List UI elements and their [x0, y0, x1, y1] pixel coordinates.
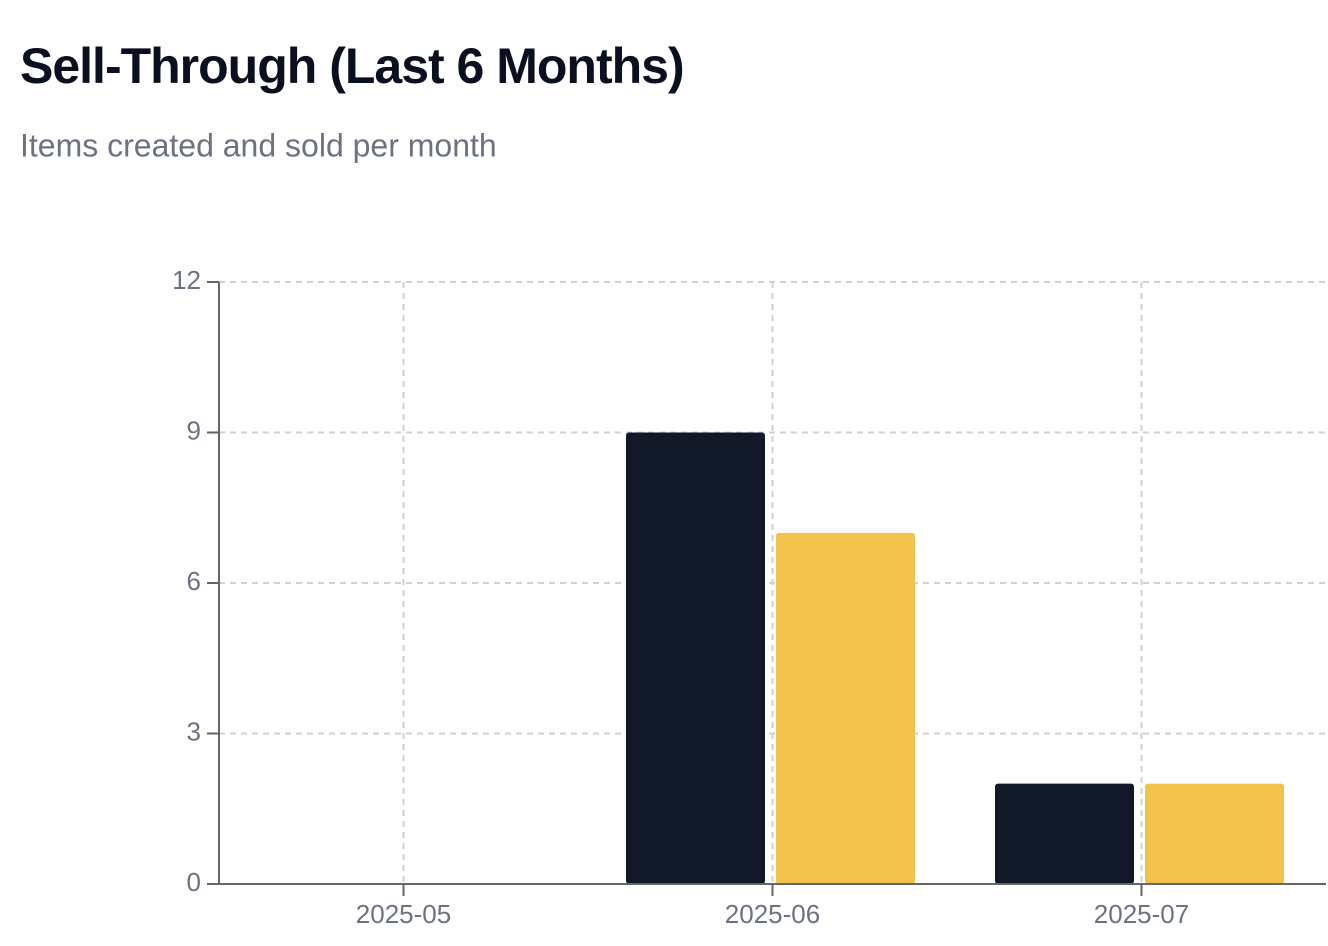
y-tick-label: 9 [187, 415, 201, 445]
chart-title: Sell-Through (Last 6 Months) [20, 38, 684, 94]
x-tick-label: 2025-07 [1094, 899, 1189, 929]
bar [626, 432, 765, 884]
x-tick-label: 2025-05 [356, 899, 451, 929]
chart-subtitle: Items created and sold per month [20, 127, 497, 163]
y-tick-label: 12 [172, 265, 201, 295]
bar [1145, 783, 1284, 884]
y-tick-label: 3 [187, 716, 201, 746]
bar [776, 532, 915, 884]
y-tick-label: 0 [187, 867, 201, 897]
bar [995, 783, 1134, 884]
y-tick-label: 6 [187, 566, 201, 596]
x-tick-label: 2025-06 [725, 899, 820, 929]
